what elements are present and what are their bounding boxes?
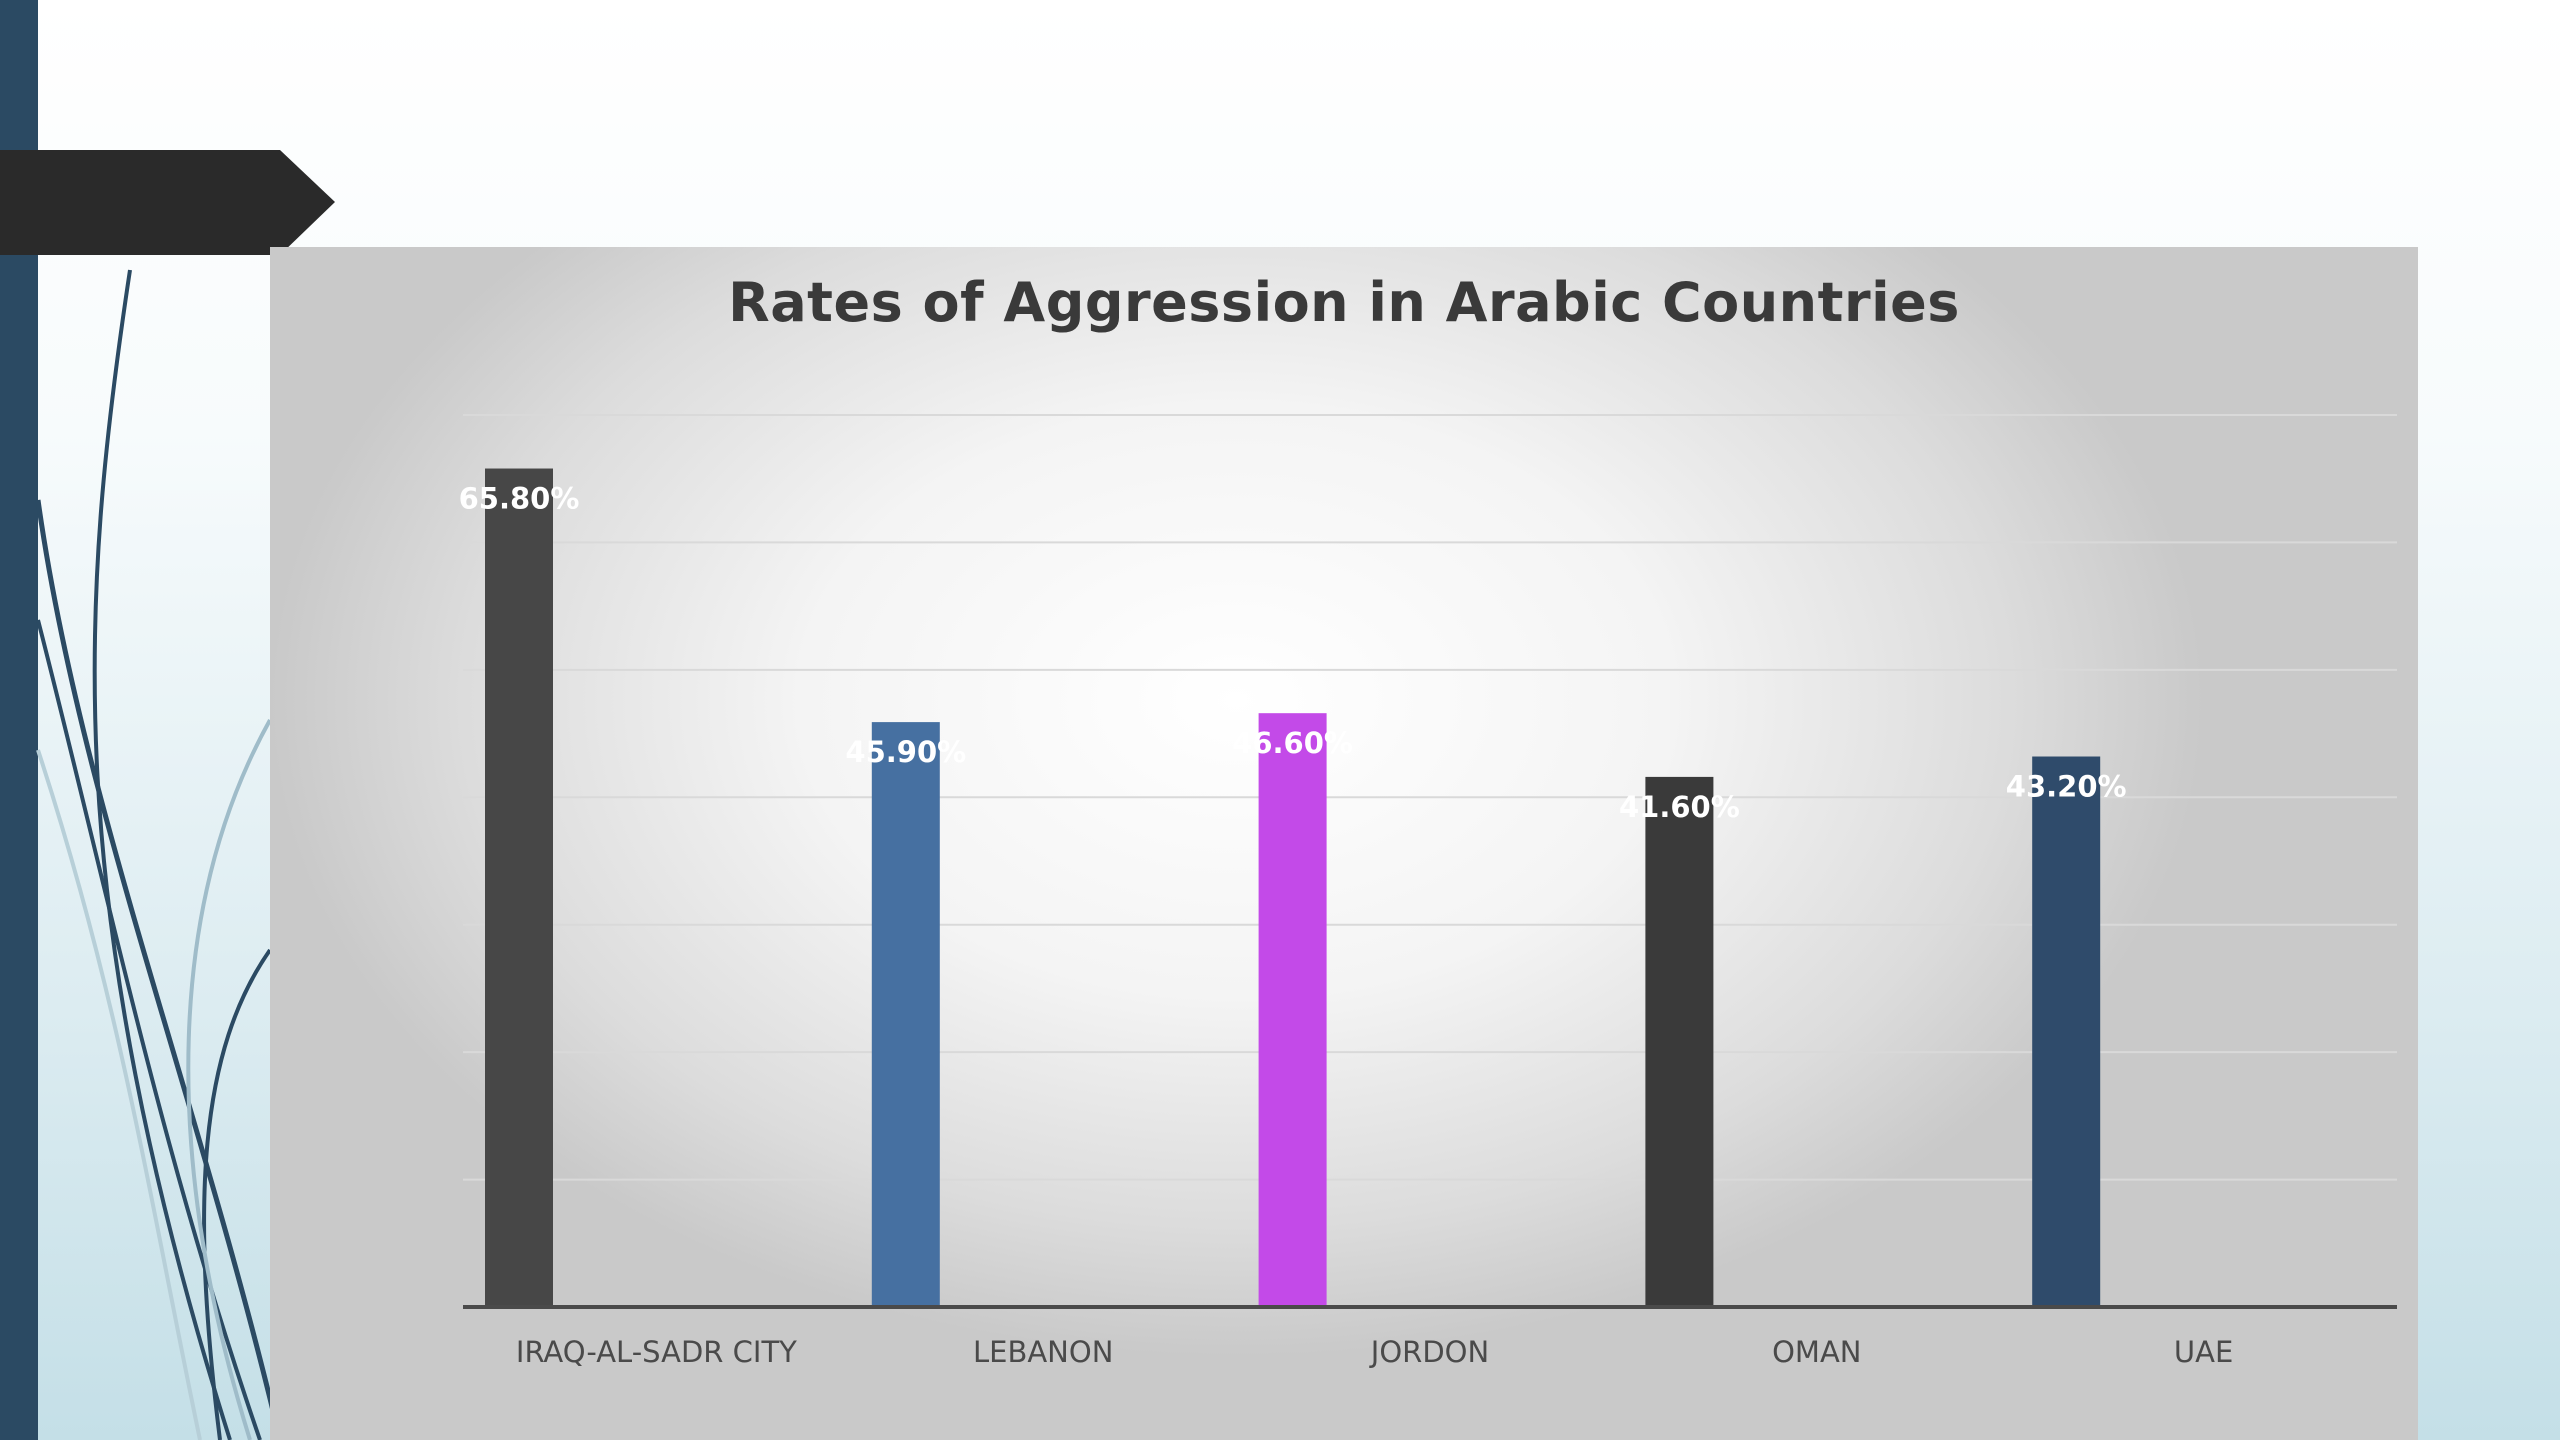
chart-panel: Rates of Aggression in Arabic Countries …	[270, 247, 2418, 1440]
category-label: UAE	[2174, 1335, 2233, 1369]
data-label: 65.80%	[459, 482, 580, 516]
bar-lebanon	[871, 722, 940, 1307]
category-label: OMAN	[1772, 1335, 1861, 1369]
bar-jordon	[1258, 713, 1327, 1307]
bar-oman	[1645, 776, 1714, 1307]
bar-chart: 65.80% IRAQ-AL-SADR CITY 45.90% LEBANON 46.6…	[459, 414, 2397, 1369]
bar-uae	[2032, 756, 2101, 1307]
title-pointer-tab	[0, 150, 335, 255]
chart-title: Rates of Aggression in Arabic Countries	[728, 271, 1960, 334]
data-label: 45.90%	[845, 735, 966, 769]
decorative-curves	[35, 269, 283, 1440]
bar-iraq-al-sadr-city	[485, 468, 553, 1307]
data-label: 41.60%	[1619, 790, 1740, 824]
data-label: 46.60%	[1232, 726, 1353, 760]
data-label: 43.20%	[2006, 770, 2127, 804]
category-label: LEBANON	[973, 1335, 1113, 1369]
category-label: IRAQ-AL-SADR CITY	[516, 1335, 797, 1369]
category-label: JORDON	[1369, 1335, 1489, 1369]
